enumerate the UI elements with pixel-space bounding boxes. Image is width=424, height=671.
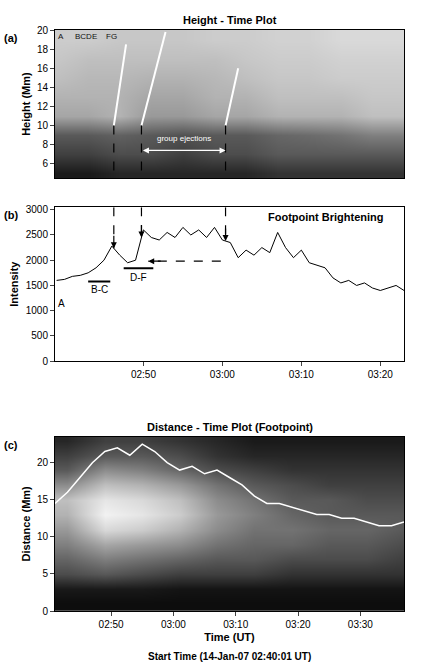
svg-text:20: 20 [37,25,49,36]
svg-text:1000: 1000 [26,305,49,316]
svg-text:5: 5 [42,568,48,579]
svg-text:Height (Mm): Height (Mm) [20,72,32,136]
svg-text:0: 0 [42,356,48,367]
svg-text:1500: 1500 [26,280,49,291]
svg-text:20: 20 [37,457,49,468]
svg-text:Intensity: Intensity [8,261,20,307]
svg-text:group ejections: group ejections [157,134,211,143]
svg-text:03:30: 03:30 [348,619,373,630]
svg-text:18: 18 [37,44,49,55]
svg-text:Distance - Time Plot (Footpoin: Distance - Time Plot (Footpoint) [147,421,313,433]
svg-text:D-F: D-F [130,272,147,283]
svg-text:A: A [58,32,64,41]
svg-text:8: 8 [42,139,48,150]
svg-text:14: 14 [37,82,49,93]
svg-text:2000: 2000 [26,255,49,266]
svg-text:Start Time (14-Jan-07 02:40:01: Start Time (14-Jan-07 02:40:01 UT) [148,651,311,662]
svg-text:(c): (c) [4,439,18,451]
svg-text:Time (UT): Time (UT) [204,631,255,643]
svg-text:10: 10 [37,120,49,131]
svg-text:03:20: 03:20 [368,369,393,380]
svg-text:03:00: 03:00 [161,619,186,630]
svg-text:2500: 2500 [26,229,49,240]
svg-text:FG: FG [106,32,117,41]
svg-text:16: 16 [37,63,49,74]
svg-text:6: 6 [42,158,48,169]
svg-text:12: 12 [37,101,49,112]
svg-text:Height - Time Plot: Height - Time Plot [183,14,277,26]
svg-text:3000: 3000 [26,204,49,215]
svg-text:03:00: 03:00 [210,369,235,380]
svg-text:(a): (a) [4,32,18,44]
svg-text:10: 10 [37,531,49,542]
svg-text:BCDE: BCDE [75,32,97,41]
svg-text:(b): (b) [4,209,18,221]
svg-text:B-C: B-C [91,284,108,295]
svg-text:0: 0 [42,606,48,617]
svg-text:03:10: 03:10 [289,369,314,380]
svg-text:02:50: 02:50 [131,369,156,380]
svg-text:Footpoint Brightening: Footpoint Brightening [268,211,383,223]
svg-text:03:10: 03:10 [223,619,248,630]
svg-text:500: 500 [31,330,48,341]
svg-text:A: A [58,298,65,309]
svg-text:15: 15 [37,494,49,505]
svg-text:03:20: 03:20 [286,619,311,630]
svg-text:Distance (Mm): Distance (Mm) [20,486,32,562]
svg-text:02:50: 02:50 [99,619,124,630]
